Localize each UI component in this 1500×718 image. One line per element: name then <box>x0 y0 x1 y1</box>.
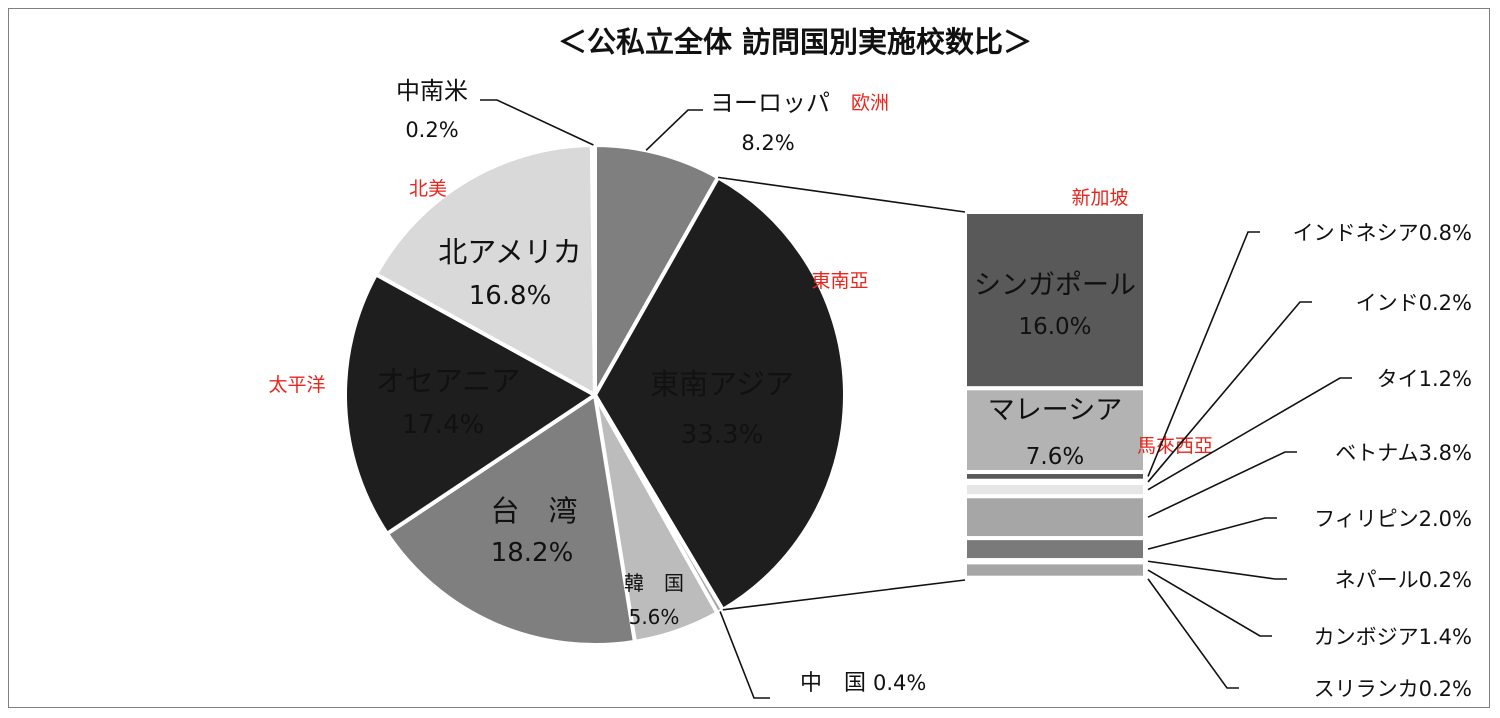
pie-slice-namerica <box>374 143 597 397</box>
slice-label-europe: ヨーロッパ <box>710 89 830 117</box>
callout-label-vietnam: ベトナム3.8% <box>1335 441 1472 465</box>
callout-label-philippines: フィリピン2.0% <box>1314 507 1472 531</box>
slice-value-sea: 33.3% <box>681 420 764 450</box>
slice-label-korea: 韓 国 <box>624 571 684 595</box>
bar-segment-philippines <box>963 536 1147 563</box>
callout-label-indonesia: インドネシア0.8% <box>1293 221 1472 245</box>
slice-value-europe: 8.2% <box>741 131 794 155</box>
bar-segment-cambodia <box>963 560 1147 580</box>
callout-label-nepal: ネパール0.2% <box>1335 568 1472 592</box>
slice-value-latam: 0.2% <box>405 118 458 142</box>
slice-value-korea: 5.6% <box>629 605 680 629</box>
leader-europe <box>645 109 703 151</box>
slice-value-namerica: 16.8% <box>469 281 552 311</box>
bar-segment-vietnam <box>963 494 1147 541</box>
slice-value-oceania: 17.4% <box>402 410 485 440</box>
bar-value-malaysia: 7.6% <box>1026 444 1084 470</box>
bar-label-singapore: シンガポール <box>974 270 1136 301</box>
pie-slice-europe <box>593 143 721 397</box>
region-note-malaysia: 馬來西亞 <box>1137 435 1213 457</box>
callout-leader-vietnam <box>1147 451 1297 518</box>
callout-leader-philippines <box>1147 517 1277 550</box>
callout-label-india: インド0.2% <box>1356 291 1472 315</box>
callout-leader-nepal <box>1147 560 1287 580</box>
callout-leader-cambodia <box>1147 569 1272 637</box>
callout-label-cambodia: カンボジア1.4% <box>1314 625 1472 649</box>
slice-value-taiwan: 18.2% <box>491 538 574 568</box>
callout-label-srilanka: スリランカ0.2% <box>1314 677 1472 701</box>
connector-top <box>717 176 966 213</box>
region-note-europe: 欧洲 <box>851 92 889 114</box>
pie-slice-sea <box>593 175 847 612</box>
callout-label-thailand: タイ1.2% <box>1377 367 1472 391</box>
callout-leader-india <box>1147 301 1312 483</box>
slice-label-sea: 東南アジア <box>650 367 794 401</box>
slice-label-china: 中 国 <box>800 671 866 696</box>
region-note-singapore: 新加坡 <box>1071 187 1128 209</box>
slice-value-china: 0.4% <box>873 671 926 695</box>
pie-slice-taiwan <box>385 393 637 647</box>
bar-segment-malaysia <box>963 386 1147 475</box>
callout-leader-indonesia <box>1147 231 1260 477</box>
slice-label-latam: 中南米 <box>396 77 468 105</box>
leader-china <box>719 611 770 699</box>
slice-label-namerica: 北アメリカ <box>438 235 582 269</box>
region-note-sea: 東南亞 <box>811 270 868 292</box>
bar-value-singapore: 16.0% <box>1018 314 1091 340</box>
slice-label-oceania: オセアニア <box>376 364 520 398</box>
pie-slice-oceania <box>343 272 597 536</box>
bar-segment-srilanka <box>963 575 1147 582</box>
callout-leader-srilanka <box>1147 578 1239 689</box>
callout-leader-thailand <box>1147 377 1352 491</box>
bar-label-malaysia: マレーシア <box>988 395 1122 426</box>
region-note-oceania: 太平洋 <box>268 374 325 396</box>
bar-segment-singapore <box>963 210 1147 391</box>
connector-bottom <box>722 579 966 611</box>
chart-title: ＜公私立全体 訪問国別実施校数比＞ <box>558 25 1032 59</box>
slice-label-taiwan: 台 湾 <box>490 494 577 528</box>
region-note-namerica: 北美 <box>409 178 447 200</box>
leader-latam <box>480 99 594 146</box>
